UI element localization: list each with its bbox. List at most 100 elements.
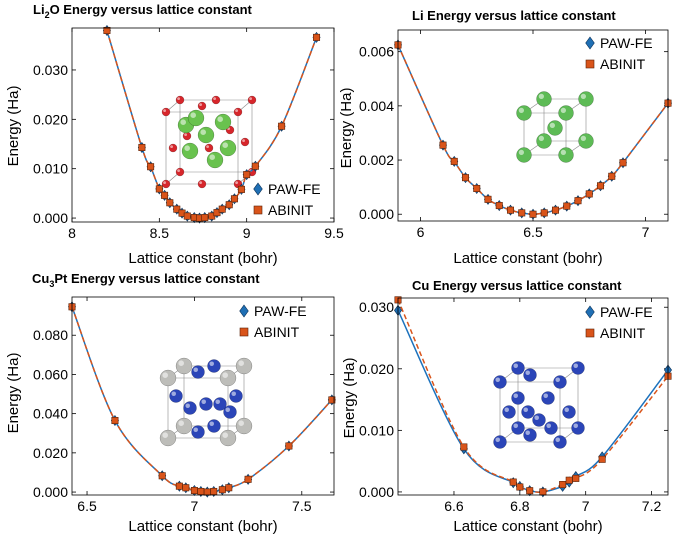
- panel-li2o: Li2O Energy versus lattice constant Latt…: [5, 2, 344, 267]
- copper-atom-highlight: [513, 363, 518, 368]
- copper-atom-highlight: [543, 393, 548, 398]
- legend-marker-abinit: [239, 327, 249, 337]
- copper-atom-highlight: [573, 363, 578, 368]
- cu-crystal-inset: [493, 361, 585, 449]
- data-point-abinit: [596, 182, 604, 190]
- title-main: Li: [33, 2, 45, 17]
- legend-marker-paw-fe: [253, 182, 263, 196]
- y-tick-label: 0.030: [359, 299, 394, 315]
- y-tick-label: 0.010: [33, 161, 68, 177]
- copper-atom-highlight: [171, 391, 177, 396]
- data-point-abinit: [183, 212, 191, 220]
- lithium-atom-highlight: [538, 93, 544, 99]
- data-point-abinit: [313, 33, 321, 41]
- copper-atom: [532, 413, 546, 427]
- title-subscript: 3: [49, 279, 54, 289]
- data-point-abinit: [585, 190, 593, 198]
- data-point-abinit: [225, 484, 233, 492]
- copper-atom: [229, 389, 243, 403]
- copper-atom-highlight: [534, 415, 539, 420]
- ticks: 6.6 6.8 7 7.2 0.000 0.010 0.020 0.030: [359, 298, 668, 514]
- lithium-atom: [558, 147, 574, 163]
- x-tick-label: 9.5: [324, 225, 344, 241]
- oxygen-atom-highlight: [170, 145, 174, 149]
- platinum-atom-highlight: [178, 420, 184, 427]
- legend-label-paw-fe: PAW-FE: [254, 303, 307, 319]
- data-point-abinit: [147, 163, 155, 171]
- lithium-atom-highlight: [580, 135, 586, 141]
- y-tick-label: 0.040: [33, 406, 68, 422]
- x-tick-label: 7.5: [292, 498, 312, 514]
- copper-atom: [544, 421, 558, 435]
- oxygen-atom: [175, 95, 185, 105]
- oxygen-atom: [240, 137, 250, 147]
- data-point-abinit: [495, 202, 503, 210]
- oxygen-atom: [233, 107, 243, 117]
- oxygen-atom-highlight: [163, 181, 167, 185]
- oxygen-atom: [247, 95, 257, 105]
- y-tick-label: 0.000: [359, 206, 394, 222]
- panel-cu: Cu Energy versus lattice constant Lattic…: [341, 278, 672, 535]
- data-point-abinit: [197, 487, 205, 495]
- legend-marker-abinit: [585, 59, 595, 69]
- data-point-abinit: [175, 482, 183, 490]
- lithium-atom: [536, 133, 552, 149]
- legend-label-abinit: ABINIT: [600, 56, 646, 72]
- platinum-atom: [219, 429, 237, 447]
- data-point-abinit: [201, 214, 209, 222]
- copper-atom-highlight: [523, 407, 528, 412]
- copper-atom: [207, 359, 221, 373]
- x-tick-label: 9: [243, 225, 251, 241]
- platinum-atom: [235, 417, 253, 435]
- data-point-abinit: [190, 486, 198, 494]
- legend: PAW-FE ABINIT: [585, 304, 653, 341]
- lithium-atom-highlight: [222, 142, 228, 148]
- series-line-abinit: [71, 306, 333, 493]
- oxygen-atom: [182, 131, 192, 141]
- data-point-abinit: [473, 184, 481, 192]
- legend-marker-paw-fe: [585, 305, 595, 319]
- copper-atom: [502, 405, 516, 419]
- data-point-abinit: [251, 162, 259, 170]
- copper-atom: [553, 435, 567, 449]
- copper-atom-highlight: [525, 370, 530, 375]
- data-point-abinit: [285, 442, 293, 450]
- platinum-atom: [175, 417, 193, 435]
- y-tick-label: 0.020: [33, 111, 68, 127]
- data-point-abinit: [526, 487, 534, 495]
- y-tick-label: 0.010: [359, 422, 394, 438]
- legend-label-abinit: ABINIT: [600, 325, 646, 341]
- oxygen-atom: [197, 179, 207, 189]
- legend-label-paw-fe: PAW-FE: [268, 181, 321, 197]
- lithium-atom-highlight: [217, 116, 223, 122]
- data-point-abinit: [328, 396, 336, 404]
- lithium-atom: [516, 147, 532, 163]
- data-point-abinit: [103, 26, 111, 34]
- oxygen-atom: [161, 179, 171, 189]
- platinum-atom: [235, 357, 253, 375]
- platinum-atom-highlight: [162, 372, 168, 379]
- legend: PAW-FE ABINIT: [239, 303, 307, 340]
- x-tick-label: 7: [642, 224, 650, 240]
- lithium-atom-highlight: [549, 122, 555, 128]
- copper-atom: [523, 368, 537, 382]
- oxygen-atom-highlight: [199, 103, 203, 106]
- x-tick-label: 6.6: [444, 498, 464, 514]
- data-point-abinit: [539, 488, 547, 496]
- oxygen-atom-highlight: [184, 133, 188, 137]
- copper-atom: [169, 389, 183, 403]
- data-point-abinit: [210, 487, 218, 495]
- panel-title: Li Energy versus lattice constant: [412, 8, 616, 23]
- data-point-abinit: [565, 476, 573, 484]
- copper-atom-highlight: [573, 423, 578, 428]
- lithium-atom-highlight: [184, 145, 190, 151]
- oxygen-atom-highlight: [213, 97, 217, 100]
- copper-atom-highlight: [495, 437, 500, 442]
- data-point-abinit: [182, 484, 190, 492]
- y-tick-label: 0.000: [33, 210, 68, 226]
- lithium-atom: [181, 142, 199, 160]
- oxygen-atom: [175, 167, 185, 177]
- data-point-abinit: [278, 122, 286, 130]
- x-axis-label: Lattice constant (bohr): [128, 250, 277, 267]
- x-tick-label: 7: [191, 498, 199, 514]
